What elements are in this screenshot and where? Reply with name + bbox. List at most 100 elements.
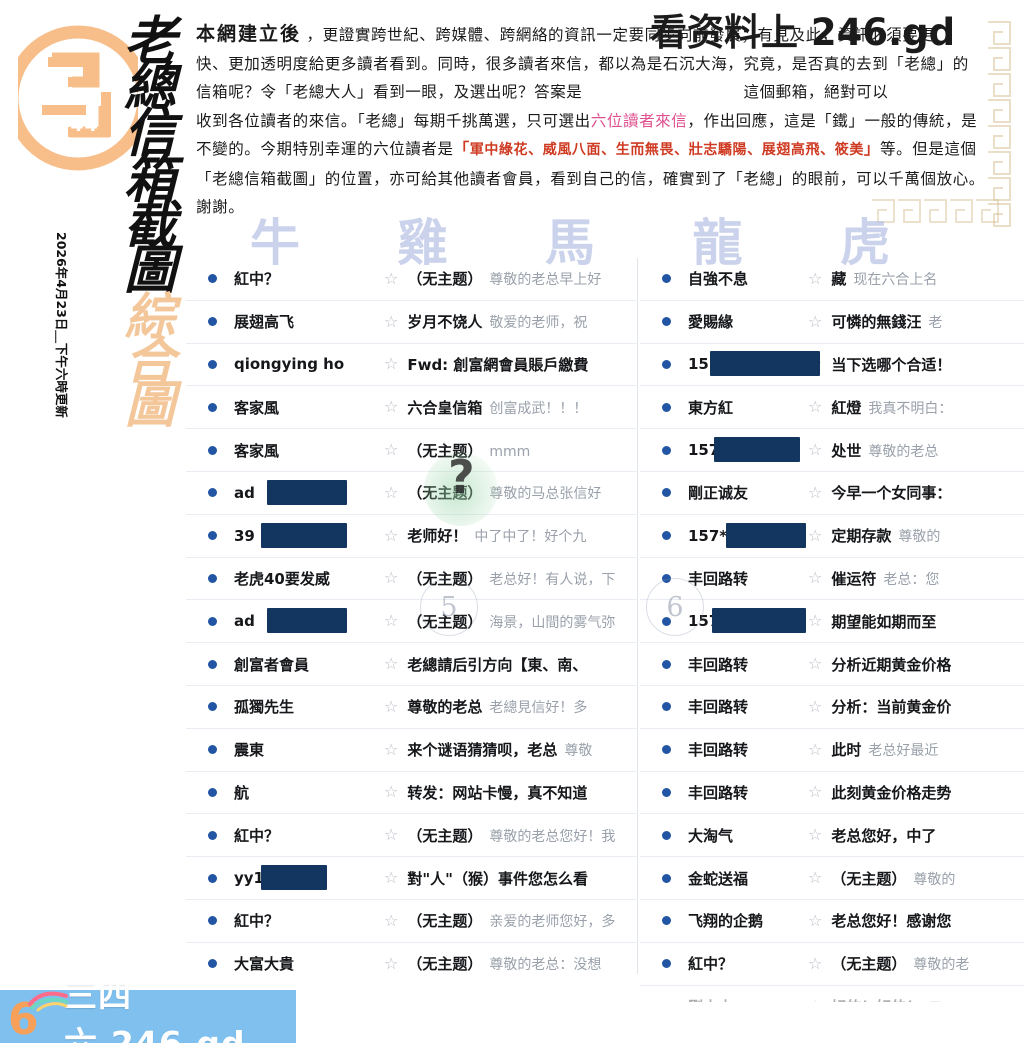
- mail-list-left[interactable]: 紅中？ ☆ （无主题） 尊敬的老总早上好 展翅高飞 ☆ 岁月不饶人 敬爱的老师，祝 qiongy…: [186, 258, 638, 974]
- article-line-4a: 收到各位讀者的來信。「老總」每期千挑萬選，只可選出: [196, 111, 591, 130]
- article-line-5: 不變的。今期特別幸運的六位讀者是「軍中綠花、威風八面、生而無畏、壯志驕陽、展翅高…: [196, 135, 986, 165]
- star-icon[interactable]: ☆: [808, 311, 823, 331]
- mail-row[interactable]: 157 ☆ 处世 尊敬的老总: [640, 429, 1024, 472]
- mail-subject: 分析近期黄金价格: [831, 655, 952, 674]
- mail-row[interactable]: 創富者會員 ☆ 老總請后引方向【東、南、: [186, 643, 638, 686]
- mail-row[interactable]: 大富大貴 ☆ （无主题） 尊敬的老总：没想: [186, 943, 638, 974]
- star-icon[interactable]: ☆: [384, 910, 399, 930]
- mail-row[interactable]: 剛正诚友 ☆ 今早一个女同事：: [640, 472, 1024, 515]
- brand-cn: 三四六: [64, 975, 132, 1043]
- star-icon[interactable]: ☆: [384, 311, 399, 331]
- mail-row[interactable]: qiongying ho ☆ Fwd: 創富網會員賬戶繳費: [186, 344, 638, 387]
- star-icon[interactable]: ☆: [808, 910, 823, 930]
- mail-subject: 此时 老总好最近: [831, 741, 939, 760]
- star-icon[interactable]: ☆: [808, 739, 823, 759]
- mail-row[interactable]: 客家風 ☆ （无主题） mmm: [186, 429, 638, 472]
- masthead-title: 老 總 信 箱 截 圖 綜 合 圖: [116, 16, 184, 430]
- mail-sender: 紅中？: [688, 955, 734, 974]
- mail-row[interactable]: ad ☆ （无主题） 海景，山間的雾气弥: [186, 600, 638, 644]
- mail-row[interactable]: 丰回路转 ☆ 此刻黄金价格走势: [640, 772, 1024, 815]
- mail-row[interactable]: 剛山山☆ 好的！好的！三: [640, 986, 1024, 1002]
- mail-row[interactable]: ad☆（无主题）尊敬的马总张信好: [186, 472, 638, 515]
- mail-row[interactable]: 丰回路转 ☆ 催运符 老总：您: [640, 558, 1024, 601]
- mail-row[interactable]: 紅中？ ☆ （无主题） 尊敬的老总您好！我: [186, 814, 638, 858]
- star-icon[interactable]: ☆: [808, 440, 823, 460]
- mail-row[interactable]: yy1 ☆ 對"人"（猴）事件您怎么看: [186, 857, 638, 900]
- mail-row[interactable]: 39 ☆ 老师好！ 中了中了！好个九: [186, 515, 638, 558]
- mail-row[interactable]: 丰回路转 ☆ 分析：当前黄金价: [640, 686, 1024, 729]
- mail-row[interactable]: 15☆当下选哪个合适！: [640, 344, 1024, 387]
- mail-row[interactable]: 飞翔的企鹅 ☆ 老总您好！感谢您: [640, 900, 1024, 943]
- mail-subject: 分析：当前黄金价: [831, 698, 952, 717]
- mail-preview: mmm: [489, 443, 531, 460]
- star-icon[interactable]: ☆: [808, 611, 823, 631]
- unread-dot-icon: [208, 745, 217, 755]
- unread-dot-icon: [208, 659, 217, 669]
- star-icon[interactable]: ☆: [808, 397, 823, 417]
- star-icon[interactable]: ☆: [384, 696, 399, 716]
- star-icon[interactable]: ☆: [384, 397, 399, 417]
- mail-sender: 大淘气: [688, 826, 734, 845]
- star-icon[interactable]: ☆: [808, 654, 823, 674]
- mail-row[interactable]: 丰回路转 ☆ 此时 老总好最近: [640, 729, 1024, 772]
- article-line-3: 信箱呢？令「老總大人」看到一眼，及選出呢？答案是 這個郵箱，絕對可以: [196, 78, 986, 107]
- mail-subject: 当下选哪个合适！: [831, 355, 952, 374]
- star-icon[interactable]: ☆: [808, 998, 822, 1002]
- mail-row[interactable]: 航 ☆ 转发：网站卡慢，真不知道: [186, 772, 638, 815]
- mail-subject: 岁月不饶人 敬爱的老师，祝: [407, 313, 588, 332]
- star-icon[interactable]: ☆: [808, 568, 823, 588]
- column-divider: [637, 258, 638, 974]
- star-icon[interactable]: ☆: [808, 953, 823, 973]
- mail-sender: 愛賜緣: [688, 313, 734, 332]
- star-icon[interactable]: ☆: [384, 782, 399, 802]
- mail-subject: 可憐的無錢汪老: [831, 313, 943, 332]
- star-icon[interactable]: ☆: [384, 654, 399, 674]
- mail-row[interactable]: 客家風 ☆ 六合皇信箱 创富成武！！！: [186, 386, 638, 430]
- mail-row[interactable]: 丰回路转 ☆ 分析近期黄金价格: [640, 643, 1024, 686]
- star-icon[interactable]: ☆: [808, 268, 823, 288]
- mail-row[interactable]: 紅中？ ☆ （无主题） 亲爱的老师您好，多: [186, 900, 638, 943]
- masthead-subtitle-char: 綜: [125, 287, 175, 347]
- star-icon[interactable]: ☆: [808, 525, 823, 545]
- masthead-char: 截: [123, 194, 176, 256]
- star-icon[interactable]: ☆: [384, 482, 399, 502]
- star-icon[interactable]: ☆: [384, 354, 399, 374]
- mail-row[interactable]: 孤獨先生 ☆ 尊敬的老总 老總見信好！多: [186, 686, 638, 729]
- star-icon[interactable]: ☆: [384, 825, 399, 845]
- star-icon[interactable]: ☆: [808, 868, 823, 888]
- mail-sender: ad: [234, 608, 384, 634]
- star-icon[interactable]: ☆: [384, 953, 399, 973]
- star-icon[interactable]: ☆: [808, 782, 823, 802]
- mail-row[interactable]: 紅中？ ☆ （无主题） 尊敬的老总早上好: [186, 258, 638, 301]
- star-icon[interactable]: ☆: [384, 525, 399, 545]
- mail-row[interactable]: 震東 ☆ 来个谜语猜猜呗，老总 尊敬: [186, 729, 638, 772]
- mail-row[interactable]: 金蛇送福 ☆ （无主题） 尊敬的: [640, 857, 1024, 900]
- mail-row[interactable]: 愛賜緣 ☆ 可憐的無錢汪老: [640, 301, 1024, 344]
- star-icon[interactable]: ☆: [808, 696, 823, 716]
- star-icon[interactable]: ☆: [384, 739, 399, 759]
- mail-row[interactable]: 展翅高飞 ☆ 岁月不饶人 敬爱的老师，祝: [186, 301, 638, 344]
- mail-row[interactable]: 大淘气 ☆ 老总您好，中了: [640, 814, 1024, 858]
- mail-row[interactable]: 157* ☆ 定期存款 尊敬的: [640, 515, 1024, 558]
- mail-row[interactable]: 紅中？ ☆ （无主题） 尊敬的老: [640, 943, 1024, 986]
- redaction-bar: [267, 608, 347, 634]
- masthead-subtitle-char: 合: [125, 331, 175, 391]
- star-icon[interactable]: ☆: [384, 611, 399, 631]
- mail-row[interactable]: 老虎40要发威 ☆ （无主题） 老总好！有人说，下: [186, 558, 638, 601]
- mail-preview: 尊敬的老总您好！我: [489, 828, 616, 845]
- star-icon[interactable]: ☆: [384, 440, 399, 460]
- star-icon[interactable]: ☆: [384, 568, 399, 588]
- star-icon[interactable]: ☆: [808, 825, 823, 845]
- mail-row[interactable]: 東方紅 ☆ 紅燈 我真不明白：: [640, 386, 1024, 430]
- mail-sender: 東方紅: [688, 398, 734, 417]
- star-icon[interactable]: ☆: [384, 268, 399, 288]
- mail-preview: 尊敬的老总：没想: [489, 957, 602, 974]
- circled-number-five-watermark: 5: [420, 578, 478, 636]
- mail-row[interactable]: 自強不息 ☆ 藏现在六合上名: [640, 258, 1024, 301]
- mail-sender: yy1: [234, 865, 384, 891]
- unread-dot-icon: [208, 359, 217, 369]
- unread-dot-icon: [208, 445, 217, 455]
- star-icon[interactable]: ☆: [384, 868, 399, 888]
- star-icon[interactable]: ☆: [808, 482, 823, 502]
- mail-list-right[interactable]: 自強不息☆藏现在六合上名愛賜緣☆可憐的無錢汪老15☆当下选哪个合适！東方紅☆紅燈…: [640, 258, 1024, 1002]
